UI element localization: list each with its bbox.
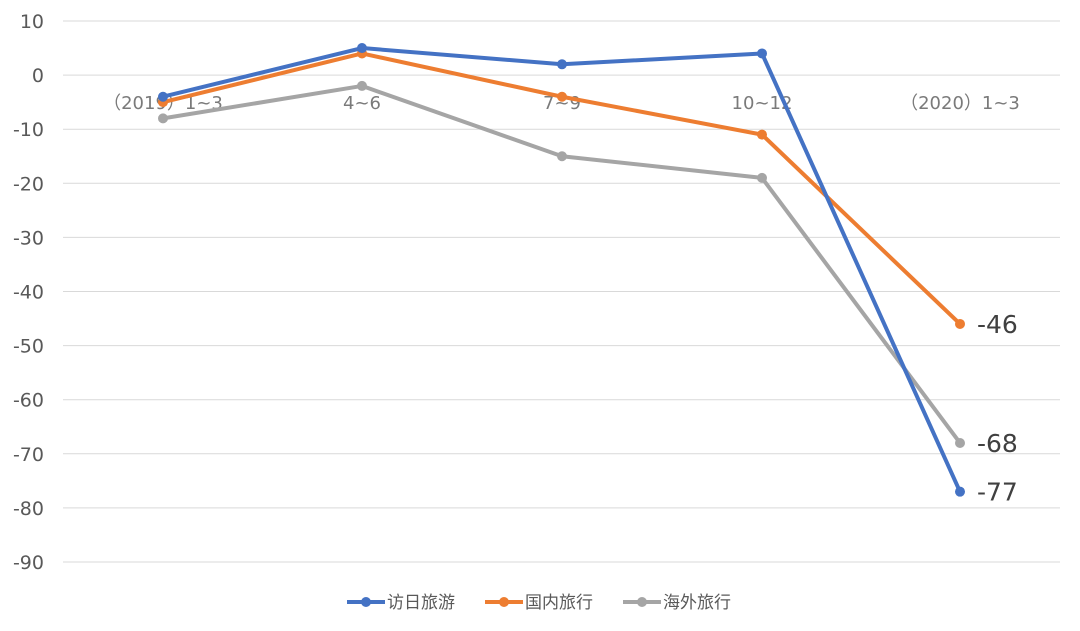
data-point [357, 80, 367, 91]
x-tick-label: 4~6 [343, 93, 381, 114]
data-point [557, 91, 567, 102]
legend-marker [499, 597, 509, 607]
data-point [757, 129, 767, 140]
data-label: -46 [977, 310, 1018, 339]
y-axis-ticks: 10 0 -10 -20 -30 -40 -50 -60 -70 -80 -90 [13, 11, 44, 574]
y-tick-label: -50 [13, 336, 44, 358]
series-lines [158, 43, 965, 497]
data-point [557, 151, 567, 162]
data-point [757, 48, 767, 59]
data-label: -77 [977, 478, 1018, 507]
data-point [357, 43, 367, 54]
data-point [158, 91, 168, 102]
y-tick-label: -10 [13, 119, 44, 141]
y-tick-label: 10 [20, 11, 44, 33]
data-point [557, 59, 567, 70]
legend-label: 访日旅游 [387, 593, 455, 613]
data-label: -68 [977, 429, 1018, 458]
y-tick-label: -30 [13, 227, 44, 249]
y-tick-label: -60 [13, 390, 44, 412]
y-tick-label: -20 [13, 173, 44, 195]
y-tick-label: 0 [32, 65, 44, 87]
data-point [955, 437, 965, 448]
data-point [757, 172, 767, 183]
x-tick-label: 10~12 [732, 93, 793, 114]
legend-label: 国内旅行 [525, 593, 593, 613]
y-tick-label: -40 [13, 282, 44, 304]
gridlines [63, 20, 1060, 563]
y-tick-label: -70 [13, 444, 44, 466]
series-line [162, 83, 962, 445]
data-point [158, 113, 168, 124]
y-tick-label: -90 [13, 552, 44, 574]
legend: 访日旅游 国内旅行 海外旅行 [347, 593, 731, 613]
data-point [955, 486, 965, 497]
series-line [162, 46, 962, 493]
legend-marker [637, 597, 647, 607]
data-point [955, 318, 965, 329]
data-labels: -68 -46 -77 [977, 310, 1018, 507]
y-tick-label: -80 [13, 498, 44, 520]
legend-label: 海外旅行 [663, 593, 731, 613]
x-tick-label: （2020）1~3 [900, 93, 1020, 114]
legend-marker [361, 597, 371, 607]
